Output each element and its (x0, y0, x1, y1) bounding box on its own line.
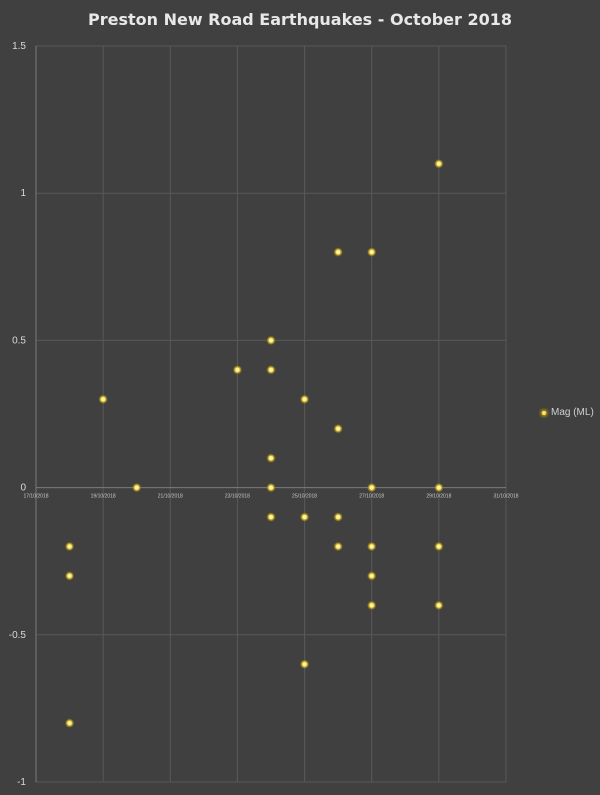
data-point (269, 367, 273, 372)
y-tick-label: -1 (17, 777, 26, 788)
x-tick-label: 27/10/2018 (359, 494, 384, 500)
x-tick-label: 21/10/2018 (158, 494, 183, 500)
x-tick-label: 29/10/2018 (426, 494, 451, 500)
x-tick-label: 25/10/2018 (292, 494, 317, 500)
data-point (67, 544, 72, 549)
y-tick-label: -0.5 (9, 630, 27, 641)
y-tick-label: 1 (20, 188, 26, 199)
chart-title: Preston New Road Earthquakes - October 2… (87, 10, 512, 29)
data-point (235, 367, 240, 372)
data-point (436, 485, 441, 490)
data-point (67, 721, 72, 726)
data-point (436, 161, 441, 166)
x-tick-label: 23/10/2018 (225, 494, 250, 500)
y-tick-label: 0 (20, 483, 26, 494)
data-point (269, 485, 273, 490)
y-tick-label: 0.5 (12, 335, 26, 346)
data-point (101, 397, 106, 402)
legend: Mag (ML) (542, 407, 594, 418)
y-tick-label: 1.5 (12, 41, 26, 52)
data-point (302, 662, 307, 667)
data-point (336, 250, 341, 255)
x-tick-label: 17/10/2018 (23, 494, 48, 500)
x-tick-label: 19/10/2018 (91, 494, 116, 500)
data-point (302, 397, 307, 402)
legend-label: Mag (ML) (551, 407, 594, 418)
data-point (336, 426, 341, 431)
data-point (336, 515, 341, 520)
data-point (269, 338, 273, 343)
data-point (67, 573, 72, 578)
data-point (369, 544, 374, 549)
x-tick-label: 31/10/2018 (493, 494, 518, 500)
data-point (269, 456, 273, 461)
data-point (369, 573, 374, 578)
data-point (436, 544, 441, 549)
data-point (134, 485, 139, 490)
data-point (369, 250, 374, 255)
data-point (369, 485, 374, 490)
data-point (436, 603, 441, 608)
data-point (336, 544, 341, 549)
data-point (302, 515, 307, 520)
data-point (269, 515, 273, 520)
legend-marker (542, 410, 546, 415)
data-point (369, 603, 374, 608)
